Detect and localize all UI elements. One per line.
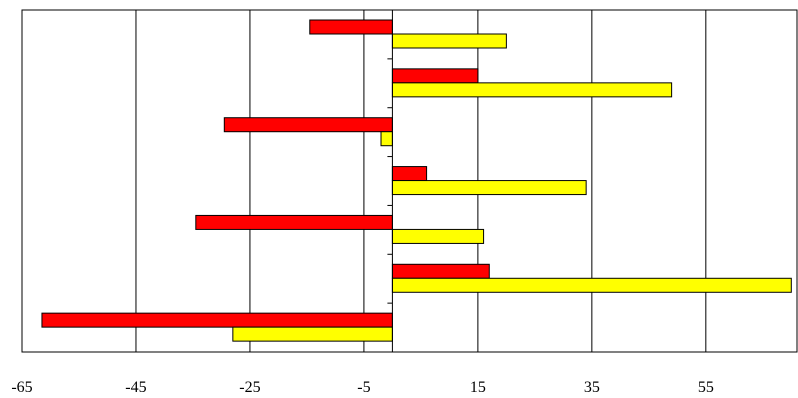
bar-series2-cat3 bbox=[380, 131, 393, 147]
bar-series1-cat7 bbox=[41, 312, 393, 328]
bar-series1-cat5 bbox=[195, 214, 393, 230]
bar-series1-cat1 bbox=[309, 19, 393, 35]
x-tick-label-1: -45 bbox=[125, 379, 146, 396]
bar-series1-cat4 bbox=[391, 166, 428, 182]
bar-series1-cat6 bbox=[391, 263, 490, 279]
x-tick-label-5: 35 bbox=[584, 379, 600, 396]
x-tick-label-3: -5 bbox=[357, 379, 370, 396]
x-tick-label-0: -65 bbox=[11, 379, 32, 396]
bar-series1-cat2 bbox=[391, 68, 479, 84]
bar-series2-cat4 bbox=[391, 180, 587, 196]
x-tick-label-2: -25 bbox=[239, 379, 260, 396]
grid-lines bbox=[135, 10, 707, 352]
bar-series2-cat2 bbox=[391, 82, 673, 98]
bar-series2-cat6 bbox=[391, 277, 792, 293]
bar-series2-cat5 bbox=[391, 228, 485, 244]
x-tick-label-6: 55 bbox=[698, 379, 714, 396]
bar-series2-cat7 bbox=[232, 326, 393, 342]
category-axis bbox=[387, 10, 393, 352]
bar-series1-cat3 bbox=[223, 117, 393, 133]
x-tick-label-4: 15 bbox=[470, 379, 486, 396]
x-axis-tick-labels: -65 -45 -25 -5 15 35 55 bbox=[11, 379, 713, 396]
bar-series2-cat1 bbox=[391, 33, 507, 49]
